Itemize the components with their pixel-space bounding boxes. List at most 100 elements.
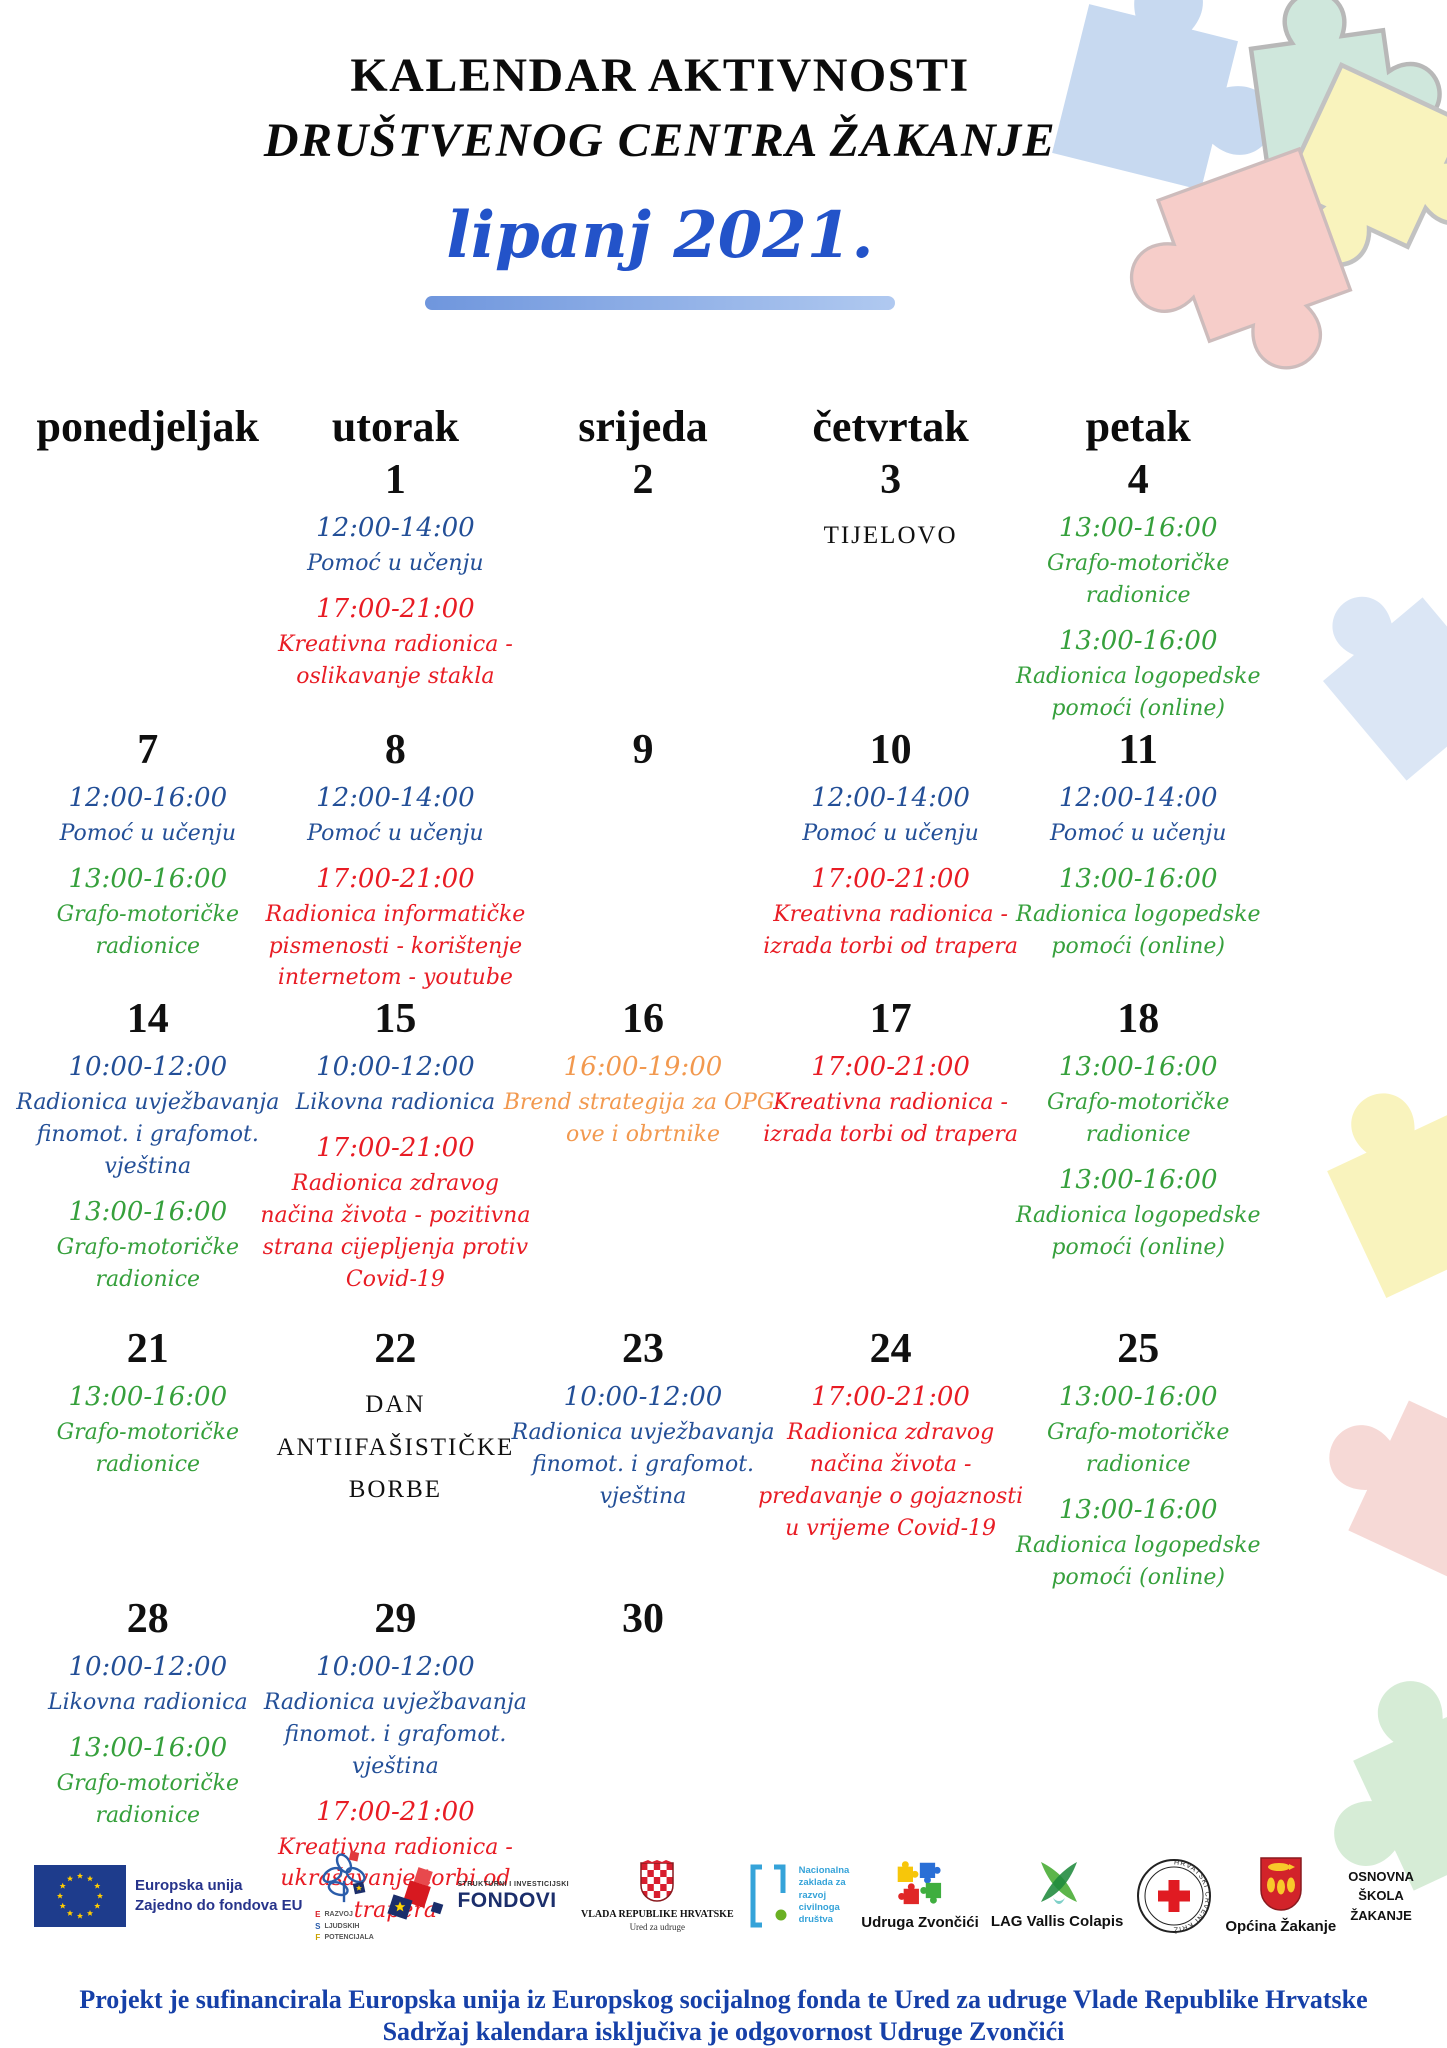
day-cell: 3 TIJELOVO	[767, 455, 1015, 558]
logo-red-cross: HRVATSKI CRVENI KRIŽ	[1135, 1857, 1213, 1935]
event-time: 16:00-19:00	[563, 1052, 723, 1083]
esf-initial-f: F	[315, 1933, 321, 1943]
day-number: 3	[880, 457, 902, 504]
logo-zaklada: Nacionalna zaklada za razvoj civilnoga d…	[746, 1863, 849, 1929]
day-cell: 15 10:00-12:00 Likovna radionica 17:00-21…	[260, 994, 530, 1296]
day-number: 9	[632, 726, 654, 773]
zaklada-line-3: razvoj	[798, 1889, 827, 1901]
event-time: 13:00-16:00	[68, 1732, 228, 1763]
calendar-event: 17:00-21:00 Kreativna radionica - ukrašav…	[276, 1793, 516, 1928]
event-time: 12:00-16:00	[68, 782, 228, 813]
calendar-event: 13:00-16:00 Radionica logopedske pomoći (…	[1016, 1161, 1261, 1264]
puzzle-piece-decoration	[1302, 1332, 1447, 1591]
event-title: Pomoć u učenju	[1049, 820, 1227, 846]
calendar-event: 16:00-19:00 Brend strategija za OPG-ove i…	[504, 1048, 783, 1151]
calendar-event: 13:00-16:00 Grafo-motoričke radionice	[28, 1193, 268, 1296]
zaklada-line-2: zaklada za	[798, 1877, 846, 1889]
day-number: 28	[126, 1595, 169, 1642]
logo-fondovi: STRUKTURNI I INVESTICIJSKI FONDOVI	[386, 1867, 569, 1925]
event-time: 17:00-21:00	[316, 1133, 475, 1164]
fondovi-caption: STRUKTURNI I INVESTICIJSKI	[457, 1880, 569, 1888]
esf-word-3: POTENCIJALA	[324, 1934, 374, 1942]
day-number: 8	[384, 726, 406, 773]
day-number	[28, 455, 268, 507]
event-time: 12:00-14:00	[316, 513, 475, 544]
day-cell: 29 10:00-12:00 Radionica uvježbavanja fin…	[264, 1594, 527, 1928]
event-title: Radionica uvježbavanja finomot. i grafom…	[263, 1689, 527, 1779]
calendar-event: 12:00-14:00 Pomoć u učenju	[771, 779, 1011, 850]
holiday-label: TIJELOVO	[823, 522, 958, 550]
event-time: 13:00-16:00	[1058, 1165, 1218, 1196]
day-number	[1018, 1594, 1258, 1646]
event-title: Likovna radionica	[295, 1090, 496, 1116]
header: KALENDAR AKTIVNOSTI DRUŠTVENOG CENTRA ŽA…	[0, 49, 1320, 310]
day-number: 11	[1118, 726, 1159, 773]
calendar-event: 17:00-21:00 Radionica zdravog načina živo…	[260, 1129, 530, 1296]
calendar-event: 12:00-14:00 Pomoć u učenju	[276, 779, 516, 850]
event-title: Radionica uvježbavanja finomot. i grafom…	[511, 1420, 775, 1510]
event-title: Radionica zdravog načina života - poziti…	[260, 1171, 531, 1292]
calendar-event: 13:00-16:00 Radionica logopedske pomoći (…	[1016, 622, 1261, 725]
day-cell: 11 12:00-14:00 Pomoć u učenju 13:00-16:00…	[1014, 725, 1262, 963]
holiday-label: DAN ANTIIFAŠISTIČKE BORBE	[276, 1391, 515, 1504]
day-number: 2	[632, 457, 654, 504]
skola-line-3: ŽAKANJE	[1350, 1907, 1412, 1923]
day-cell: 7 12:00-16:00 Pomoć u učenju 13:00-16:00 G…	[24, 725, 272, 963]
event-time: 13:00-16:00	[68, 1196, 228, 1227]
event-title: Grafo-motoričke radionice	[56, 901, 240, 959]
day-cell: 25 13:00-16:00 Grafo-motoričke radionice …	[1014, 1324, 1262, 1594]
event-title: Radionica zdravog načina života - predav…	[758, 1420, 1024, 1541]
lag-leaves-icon	[1041, 1862, 1078, 1905]
weekday-thursday: četvrtak	[812, 402, 969, 451]
event-time: 10:00-12:00	[316, 1052, 475, 1083]
event-title: Grafo-motoričke radionice	[56, 1770, 240, 1828]
day-number: 24	[869, 1326, 912, 1373]
calendar-event: 13:00-16:00 Radionica logopedske pomoći (…	[1016, 1491, 1261, 1594]
calendar-event: 13:00-16:00 Grafo-motoričke radionice	[1018, 509, 1258, 612]
calendar-event: 10:00-12:00 Radionica uvježbavanja finomo…	[264, 1648, 527, 1783]
calendar-event: 12:00-14:00 Pomoć u učenju	[276, 509, 516, 580]
zaklada-line-5: društva	[798, 1914, 833, 1926]
esf-initial-s: S	[315, 1921, 321, 1931]
zvoncici-label: Udruga Zvončići	[861, 1914, 979, 1932]
holiday-event: TIJELOVO	[771, 515, 1011, 558]
event-time: 10:00-12:00	[563, 1382, 723, 1413]
eu-label-2: Zajedno do fondova EU	[135, 1896, 303, 1914]
footer: Projekt je sufinancirala Europska unija …	[0, 1984, 1447, 2047]
day-cell: 9	[519, 725, 767, 779]
calendar-event: 13:00-16:00 Grafo-motoričke radionice	[1018, 1378, 1258, 1481]
event-time: 13:00-16:00	[1058, 863, 1218, 894]
logo-zvoncici: Udruga Zvončići	[861, 1859, 979, 1932]
calendar-event: 13:00-16:00 Grafo-motoričke radionice	[1018, 1048, 1258, 1151]
skola-line-2: ŠKOLA	[1358, 1888, 1404, 1904]
event-title: Kreativna radionica - izrada torbi od tr…	[763, 1090, 1018, 1148]
calendar-event: 12:00-14:00 Pomoć u učenju	[1018, 779, 1258, 850]
event-time: 17:00-21:00	[811, 863, 970, 894]
event-title: Kreativna radionica - ukrašavanje torbi …	[278, 1834, 513, 1924]
logo-esf: E S F RAZVOJ LJUDSKIH POTENCIJALA	[314, 1848, 374, 1944]
day-cell: 16 16:00-19:00 Brend strategija za OPG-ov…	[504, 994, 783, 1151]
vlada-label-2: Ured za udruge	[629, 1922, 686, 1933]
week-row: 1 12:00-14:00 Pomoć u učenju 17:00-21:00 K…	[24, 455, 1262, 725]
day-cell: 23 10:00-12:00 Radionica uvježbavanja fin…	[511, 1324, 774, 1513]
event-title: Pomoć u učenju	[307, 551, 484, 577]
weekday-wednesday: srijeda	[578, 402, 708, 451]
event-title: Pomoć u učenju	[307, 820, 484, 846]
day-cell: 18 13:00-16:00 Grafo-motoričke radionice …	[1014, 994, 1262, 1264]
zaklada-line-4: civilnoga	[798, 1902, 840, 1914]
day-number: 16	[621, 996, 664, 1043]
lag-label: LAG Vallis Colapis	[990, 1913, 1124, 1931]
day-cell: 17 17:00-21:00 Kreativna radionica - izra…	[763, 994, 1018, 1151]
day-number: 15	[374, 996, 417, 1043]
event-title: Radionica logopedske pomoći (online)	[1015, 1203, 1261, 1260]
vlada-label-1: VLADA REPUBLIKE HRVATSKE	[580, 1909, 734, 1921]
event-time: 13:00-16:00	[1058, 513, 1218, 544]
week-row: 21 13:00-16:00 Grafo-motoričke radionice …	[24, 1324, 1262, 1594]
day-number: 22	[374, 1326, 417, 1373]
esf-initial-e: E	[315, 1910, 321, 1919]
calendar-event: 17:00-21:00 Radionica zdravog načina živo…	[758, 1378, 1023, 1545]
event-time: 12:00-14:00	[316, 782, 475, 813]
day-number: 17	[869, 996, 912, 1043]
logo-lag: LAG Vallis Colapis	[990, 1860, 1124, 1931]
event-title: Kreativna radionica - oslikavanje stakla	[278, 632, 513, 689]
